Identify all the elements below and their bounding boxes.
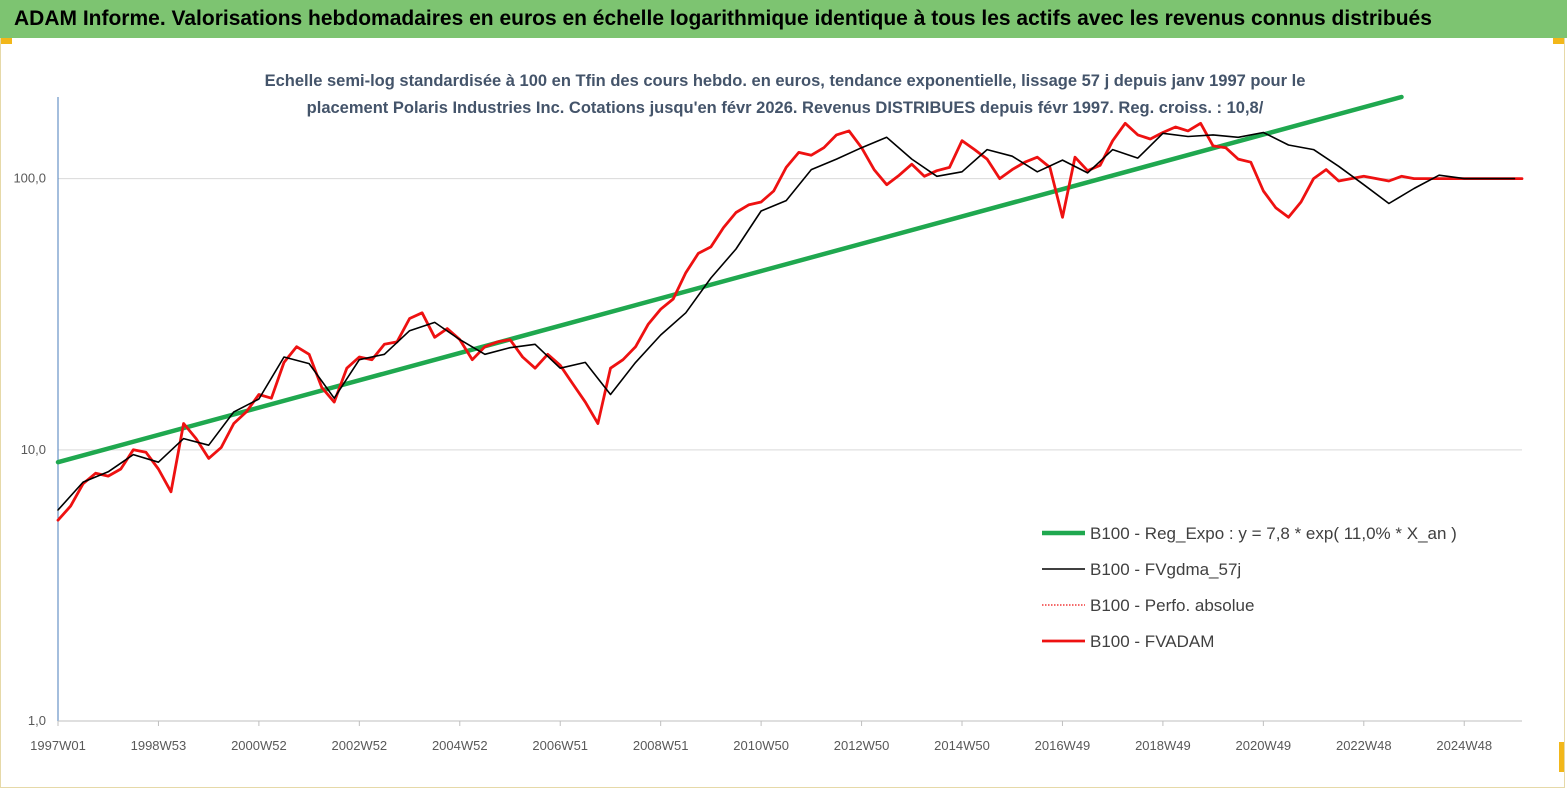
chart-title-line-1: Echelle semi-log standardisée à 100 en T… [264,72,1306,90]
corner-mark-top-right [1553,38,1565,44]
x-tick-label: 2016W49 [1035,738,1091,753]
x-tick-label: 2004W52 [432,738,488,753]
chart-title: Echelle semi-log standardisée à 100 en T… [210,68,1360,122]
x-tick-label: 2000W52 [231,738,287,753]
axes: 1,0 10,0 100,0 1997W01 1998W53 2000W52 2002W52… [13,97,1522,753]
grid [58,178,1522,722]
x-tick-label: 2006W51 [532,738,588,753]
y-tick-label: 10,0 [21,442,46,457]
corner-mark-bottom-right [1559,742,1565,772]
x-tick-label: 1997W01 [30,738,86,753]
x-tick-label: 2020W49 [1236,738,1292,753]
legend-label-perfo: B100 - Perfo. absolue [1090,596,1254,615]
chart-frame [0,38,1565,788]
x-tick-label: 2010W50 [733,738,789,753]
legend-label-reg: B100 - Reg_Expo : y = 7,8 * exp( 11,0% *… [1090,524,1457,543]
legend: B100 - Reg_Expo : y = 7,8 * exp( 11,0% *… [1042,524,1457,651]
series-line-fvadam [56,121,1524,522]
y-tick-label: 100,0 [13,171,46,186]
series-line-fvgdma [57,131,1516,511]
corner-mark-top-left [0,38,12,44]
x-tick-label: 2022W48 [1336,738,1392,753]
x-tick-label: 2002W52 [332,738,388,753]
chart-title-line-2: placement Polaris Industries Inc. Cotati… [306,99,1264,117]
x-tick-label: 1998W53 [131,738,187,753]
x-tick-label: 2008W51 [633,738,689,753]
y-tick-label: 1,0 [28,713,46,728]
x-tick-label: 2012W50 [834,738,890,753]
x-tick-label: 2014W50 [934,738,990,753]
legend-label-fvadam: B100 - FVADAM [1090,632,1214,651]
legend-label-fvgdma: B100 - FVgdma_57j [1090,560,1241,579]
x-tick-label: 2018W49 [1135,738,1191,753]
series-line-reg [55,94,1404,465]
x-tick-label: 2024W48 [1436,738,1492,753]
header-bar: ADAM Informe. Valorisations hebdomadaire… [0,0,1567,38]
page-title: ADAM Informe. Valorisations hebdomadaire… [14,7,1432,30]
series-layer [55,94,1524,522]
